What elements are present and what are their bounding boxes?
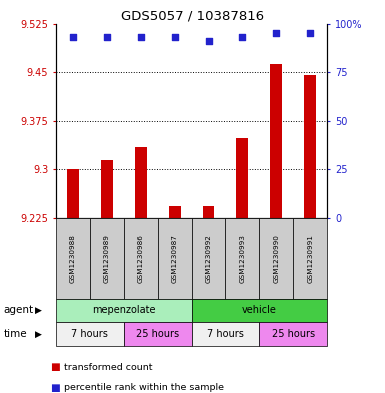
Text: GSM1230986: GSM1230986 <box>138 234 144 283</box>
Text: GSM1230992: GSM1230992 <box>206 234 211 283</box>
Text: vehicle: vehicle <box>242 305 277 316</box>
Text: 7 hours: 7 hours <box>207 329 244 339</box>
Point <box>307 30 313 37</box>
Point <box>273 30 280 37</box>
Point <box>171 34 177 40</box>
Bar <box>169 206 181 218</box>
Text: ▶: ▶ <box>35 330 42 338</box>
Bar <box>236 138 248 218</box>
Text: ▶: ▶ <box>35 306 42 315</box>
Point <box>239 34 246 40</box>
Text: GSM1230988: GSM1230988 <box>70 234 76 283</box>
Text: 25 hours: 25 hours <box>272 329 315 339</box>
Text: mepenzolate: mepenzolate <box>92 305 156 316</box>
Bar <box>67 169 79 218</box>
Text: GSM1230989: GSM1230989 <box>104 234 110 283</box>
Text: 7 hours: 7 hours <box>71 329 108 339</box>
Point <box>137 34 144 40</box>
Text: 25 hours: 25 hours <box>136 329 179 339</box>
Bar <box>101 160 113 218</box>
Text: GSM1230993: GSM1230993 <box>239 234 245 283</box>
Point <box>206 38 212 44</box>
Text: ■: ■ <box>50 362 60 373</box>
Text: GDS5057 / 10387816: GDS5057 / 10387816 <box>121 10 264 23</box>
Text: GSM1230987: GSM1230987 <box>172 234 177 283</box>
Point <box>104 34 110 40</box>
Text: GSM1230990: GSM1230990 <box>273 234 280 283</box>
Bar <box>270 64 282 218</box>
Text: transformed count: transformed count <box>64 363 152 372</box>
Bar <box>203 206 214 218</box>
Text: time: time <box>4 329 27 339</box>
Bar <box>135 147 147 218</box>
Text: GSM1230991: GSM1230991 <box>307 234 313 283</box>
Text: agent: agent <box>4 305 34 316</box>
Text: percentile rank within the sample: percentile rank within the sample <box>64 384 224 392</box>
Bar <box>305 75 316 218</box>
Text: ■: ■ <box>50 383 60 393</box>
Point <box>70 34 76 40</box>
